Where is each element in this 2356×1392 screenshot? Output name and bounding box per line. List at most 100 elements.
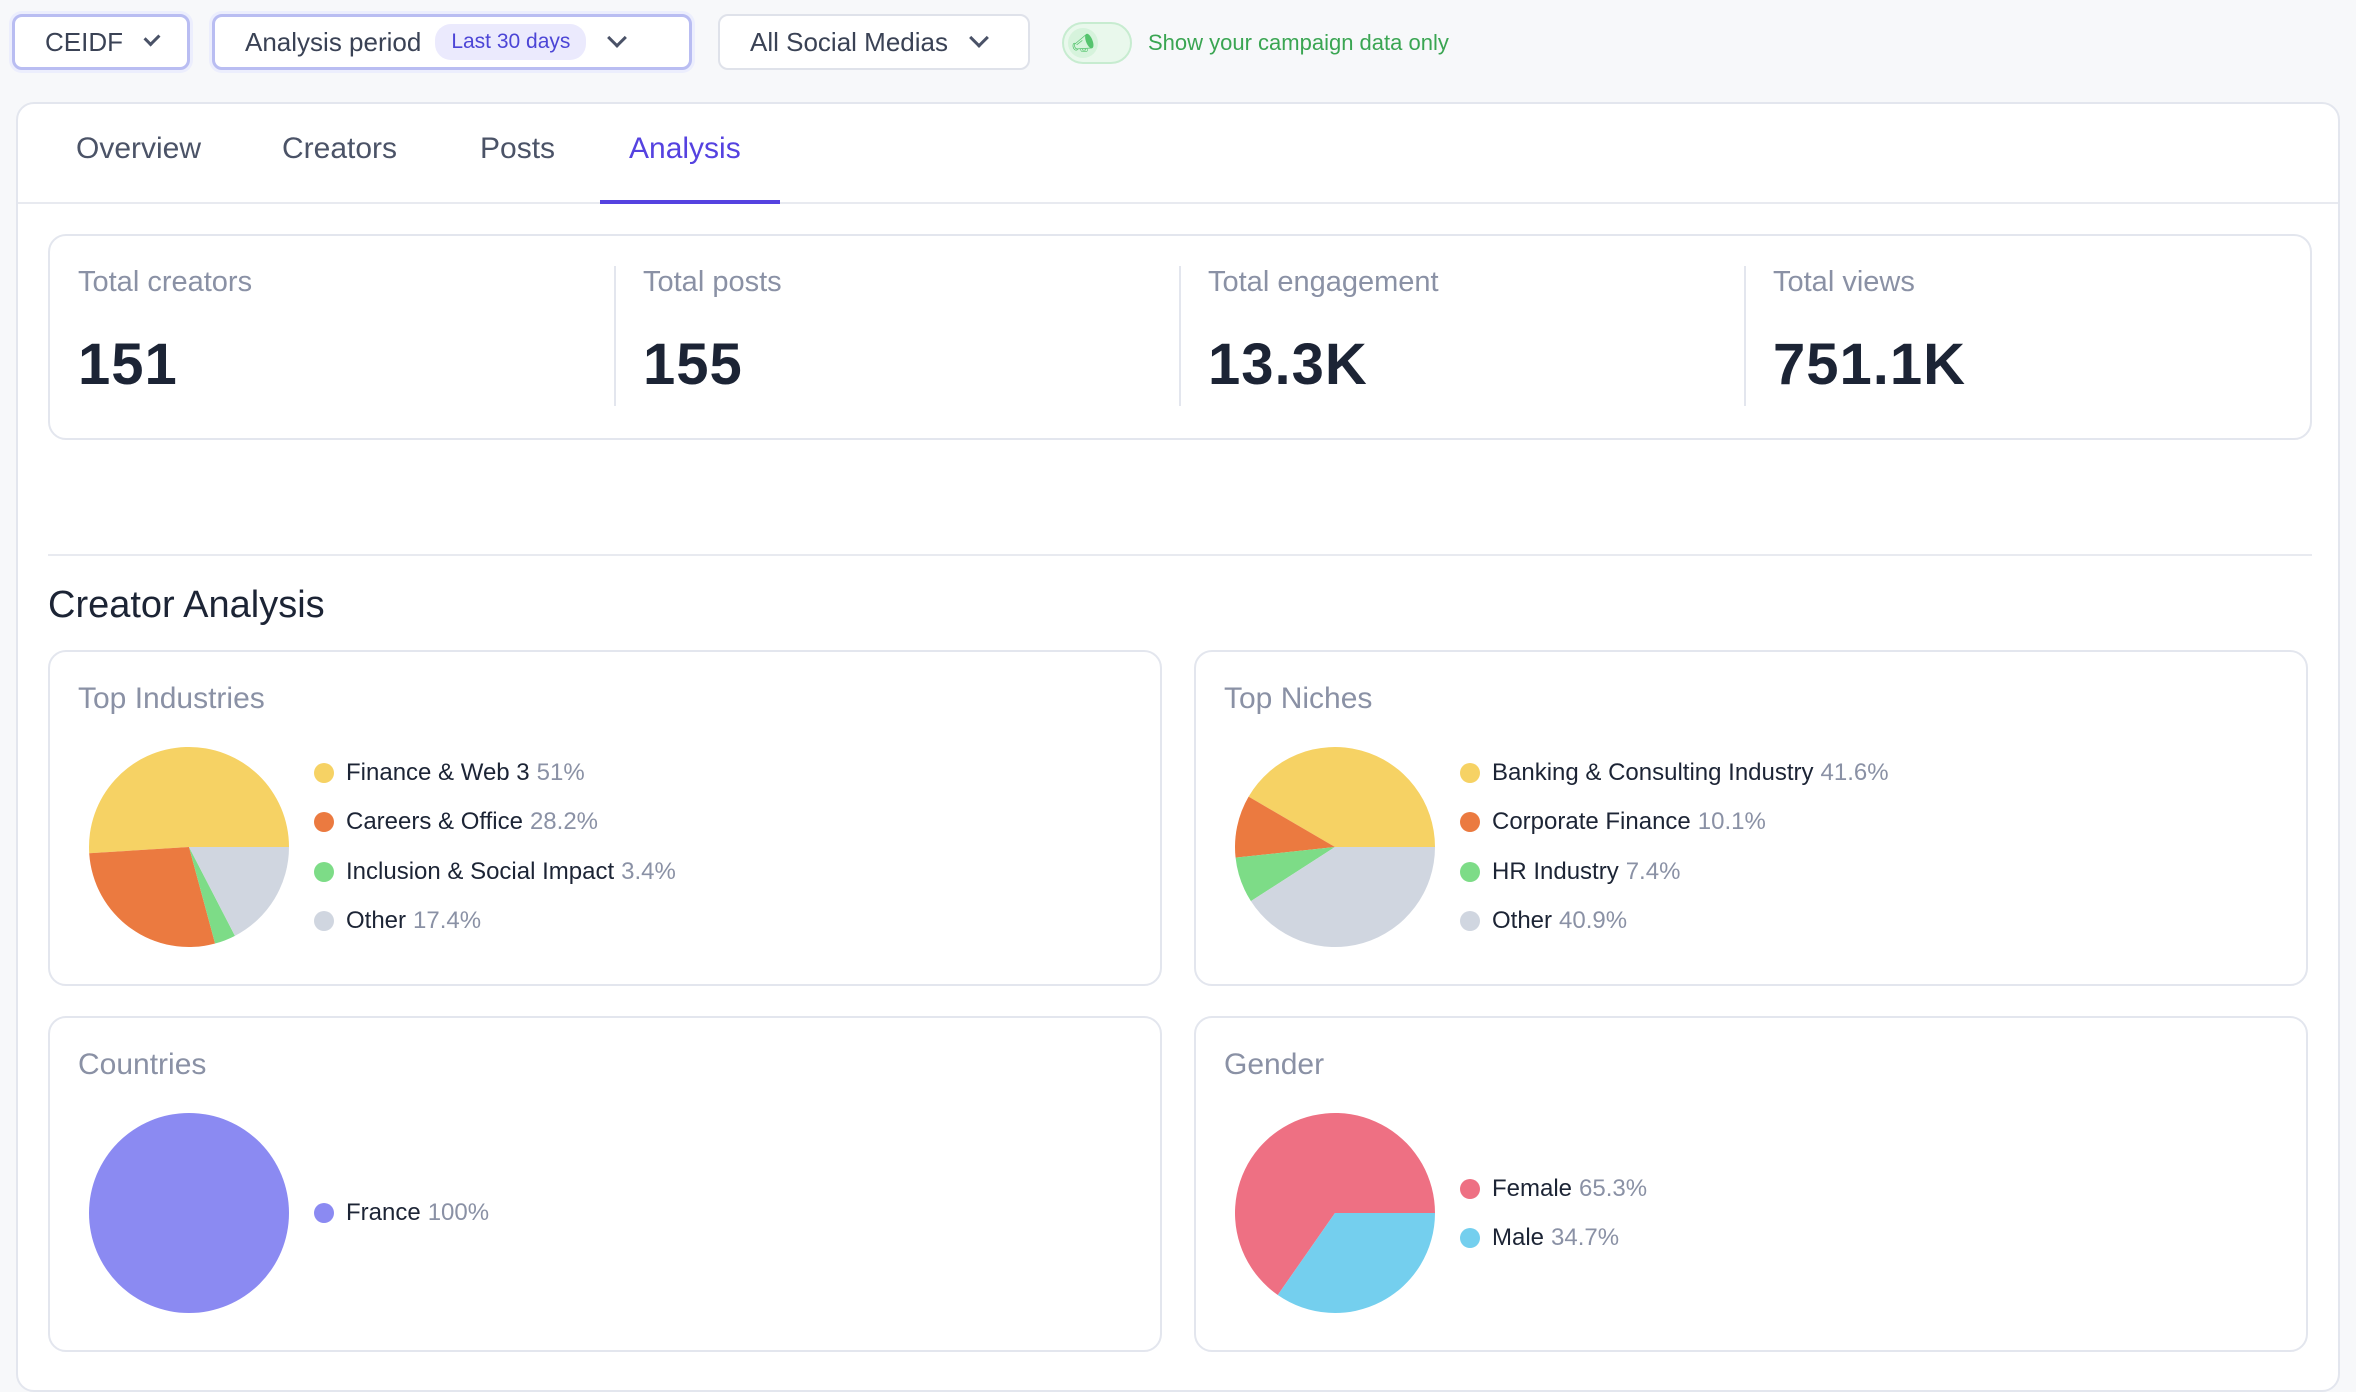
pie-slice-banking-consulting-industry xyxy=(1248,747,1435,847)
org-dropdown[interactable]: CEIDF xyxy=(12,14,190,70)
legend-label: Other xyxy=(346,907,407,935)
tab-analysis[interactable]: Analysis xyxy=(629,132,741,165)
section-title: Creator Analysis xyxy=(48,584,325,626)
legend-label: HR Industry xyxy=(1492,857,1619,885)
pie-slice-female xyxy=(1235,1113,1435,1295)
legend-label: Inclusion & Social Impact xyxy=(346,857,615,885)
stat-label: Total engagement xyxy=(1208,266,1439,298)
pie-slice-careers-office xyxy=(89,847,216,947)
pie-slice-france xyxy=(89,1113,289,1313)
legend-label: Banking & Consulting Industry xyxy=(1492,758,1814,786)
stat-label: Total posts xyxy=(643,266,782,298)
tab-posts[interactable]: Posts xyxy=(480,132,556,165)
legend-label: Corporate Finance xyxy=(1492,808,1691,836)
legend-label: Male xyxy=(1492,1224,1545,1252)
legend-item: Corporate Finance 10.1% xyxy=(1460,798,1889,848)
legend-item: Other 17.4% xyxy=(314,897,676,947)
chart-legend: Female 65.3% Male 34.7% xyxy=(1460,1164,1647,1263)
legend-percent: 65.3% xyxy=(1579,1174,1648,1202)
analysis-panel: Overview Creators Posts Analysis Total c… xyxy=(16,102,2340,1392)
chart-legend: Banking & Consulting Industry 41.6% Corp… xyxy=(1460,748,1889,946)
analysis-period-label: Analysis period xyxy=(245,26,422,57)
legend-item: Finance & Web 3 51% xyxy=(314,748,676,798)
pie-slice-other xyxy=(189,847,289,936)
pie-slice-male xyxy=(1277,1213,1435,1313)
chart-title: Countries xyxy=(78,1048,207,1081)
legend-percent: 3.4% xyxy=(621,857,676,885)
stat-divider xyxy=(1179,266,1181,406)
legend-swatch xyxy=(1460,861,1480,882)
legend-item: Inclusion & Social Impact 3.4% xyxy=(314,847,676,897)
social-media-label: All Social Medias xyxy=(750,26,948,57)
chart-title: Top Niches xyxy=(1224,682,1373,715)
legend-percent: 10.1% xyxy=(1697,808,1766,836)
legend-percent: 51% xyxy=(536,758,585,786)
toggle-switch[interactable]: 📣︎ xyxy=(1062,22,1132,64)
legend-swatch xyxy=(1460,1228,1480,1249)
stat-label: Total creators xyxy=(78,266,253,298)
org-dropdown-label: CEIDF xyxy=(45,26,123,57)
pie-slice-inclusion-social-impact xyxy=(189,847,235,944)
stat-value: 151 xyxy=(78,332,178,397)
megaphone-icon: 📣︎ xyxy=(1068,28,1098,58)
legend-label: France xyxy=(346,1198,421,1226)
stat-value: 751.1K xyxy=(1773,332,1967,397)
stat-divider xyxy=(614,266,616,406)
campaign-data-toggle[interactable]: 📣︎ Show your campaign data only xyxy=(1062,20,1449,66)
chevron-down-icon xyxy=(143,29,161,47)
chart-legend: Finance & Web 3 51% Careers & Office 28.… xyxy=(314,748,676,946)
filter-bar: CEIDF Analysis period Last 30 days All S… xyxy=(0,0,2356,100)
pie-slice-other xyxy=(1250,847,1435,947)
legend-percent: 7.4% xyxy=(1625,857,1681,885)
stat-value: 13.3K xyxy=(1208,332,1368,397)
legend-swatch xyxy=(314,812,334,833)
stat-label: Total views xyxy=(1773,266,1915,298)
legend-swatch xyxy=(1460,762,1480,783)
pie-chart-countries xyxy=(89,1113,289,1313)
legend-label: Finance & Web 3 xyxy=(346,758,530,786)
pie-chart-top-niches xyxy=(1235,747,1435,947)
section-divider xyxy=(48,554,2312,556)
legend-percent: 100% xyxy=(427,1198,490,1226)
chevron-down-icon xyxy=(607,28,628,48)
legend-item: Male 34.7% xyxy=(1460,1214,1647,1264)
stat-total-posts: Total posts 155 xyxy=(615,236,1179,442)
social-media-dropdown[interactable]: All Social Medias xyxy=(718,14,1030,70)
legend-item: Female 65.3% xyxy=(1460,1164,1647,1214)
legend-item: Banking & Consulting Industry 41.6% xyxy=(1460,748,1889,798)
pie-slice-corporate-finance xyxy=(1235,796,1335,858)
stat-divider xyxy=(1744,266,1746,406)
legend-label: Other xyxy=(1492,907,1553,935)
legend-label: Female xyxy=(1492,1174,1573,1202)
legend-swatch xyxy=(314,861,334,882)
chart-card-gender: Gender Female 65.3% Male 34.7% xyxy=(1194,1016,2308,1352)
chart-card-top-industries: Top Industries Finance & Web 3 51% Caree… xyxy=(48,650,1162,986)
analysis-period-dropdown[interactable]: Analysis period Last 30 days xyxy=(212,14,692,70)
toggle-label: Show your campaign data only xyxy=(1148,30,1449,55)
period-badge: Last 30 days xyxy=(435,24,587,60)
legend-swatch xyxy=(1460,812,1480,833)
chart-title: Top Industries xyxy=(78,682,265,715)
legend-swatch xyxy=(314,762,334,783)
pie-chart-gender xyxy=(1235,1113,1435,1313)
legend-item: HR Industry 7.4% xyxy=(1460,847,1889,897)
legend-item: Careers & Office 28.2% xyxy=(314,798,676,848)
tab-bar: Overview Creators Posts Analysis xyxy=(18,104,2338,204)
chart-card-top-niches: Top Niches Banking & Consulting Industry… xyxy=(1194,650,2308,986)
stat-value: 155 xyxy=(643,332,743,397)
legend-percent: 34.7% xyxy=(1551,1224,1620,1252)
legend-swatch xyxy=(1460,911,1480,932)
chevron-down-icon xyxy=(969,28,989,48)
legend-percent: 41.6% xyxy=(1820,758,1889,786)
stats-summary: Total creators 151 Total posts 155 Total… xyxy=(48,234,2312,440)
legend-swatch xyxy=(1460,1178,1480,1199)
chart-legend: France 100% xyxy=(314,1188,489,1238)
active-tab-indicator xyxy=(600,200,780,204)
legend-percent: 28.2% xyxy=(529,808,599,836)
pie-slice-finance-web-3 xyxy=(89,746,289,854)
pie-chart-top-industries xyxy=(89,746,289,947)
tab-creators[interactable]: Creators xyxy=(282,132,398,165)
legend-swatch xyxy=(314,1202,334,1223)
tab-overview[interactable]: Overview xyxy=(76,132,202,165)
legend-item: Other 40.9% xyxy=(1460,897,1889,947)
